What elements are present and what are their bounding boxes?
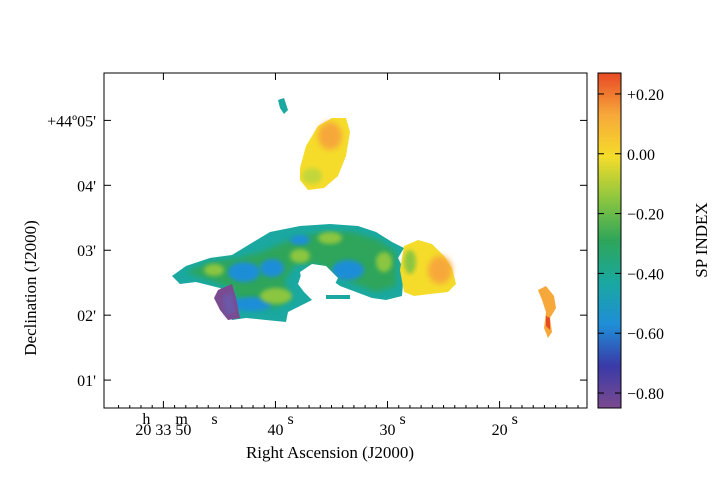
colorbar bbox=[597, 72, 622, 409]
x-tick-sec-sup: s bbox=[512, 411, 518, 428]
x-tick-sec-sup: s bbox=[400, 411, 406, 428]
y-tick-label: +44º05' bbox=[47, 113, 96, 130]
y-axis-ticks: +44º05' 04' 03' 02' 01' bbox=[47, 113, 587, 390]
northern-lobe bbox=[300, 118, 350, 190]
central-complex bbox=[172, 224, 404, 322]
y-axis-label: Declination (J2000) bbox=[21, 220, 40, 356]
spectral-index-map bbox=[172, 98, 556, 338]
x-tick-hour-sup: h bbox=[142, 411, 150, 428]
y-tick-label: 04' bbox=[77, 178, 96, 195]
small-clump bbox=[278, 98, 288, 114]
x-tick-sec-sup: s bbox=[287, 411, 293, 428]
x-tick-label: 20 33 50 bbox=[135, 422, 191, 439]
colorbar-tick-label: +0.20 bbox=[627, 87, 664, 104]
x-tick-label: 20 bbox=[492, 422, 508, 439]
colorbar-tick-label: −0.60 bbox=[627, 326, 664, 343]
colorbar-tick-label: −0.20 bbox=[627, 207, 664, 224]
colorbar-tick-label: −0.80 bbox=[627, 386, 664, 403]
colorbar-tick-label: −0.40 bbox=[627, 266, 664, 283]
colorbar-label: SP INDEX bbox=[692, 202, 711, 277]
x-tick-label: 40 bbox=[267, 422, 283, 439]
x-axis-label: Right Ascension (J2000) bbox=[246, 443, 414, 462]
colorbar-ticks: +0.20 0.00 −0.20 −0.40 −0.60 −0.80 bbox=[598, 87, 664, 403]
colorbar-tick-label: 0.00 bbox=[627, 147, 655, 164]
y-tick-label: 02' bbox=[77, 308, 96, 325]
y-tick-label: 01' bbox=[77, 373, 96, 390]
y-tick-label: 03' bbox=[77, 243, 96, 260]
x-tick-label: 30 bbox=[380, 422, 396, 439]
southern-knot bbox=[538, 286, 556, 338]
x-tick-min-sup: m bbox=[175, 411, 188, 428]
eastern-lobe bbox=[400, 240, 456, 296]
x-tick-sec-sup: s bbox=[211, 411, 217, 428]
